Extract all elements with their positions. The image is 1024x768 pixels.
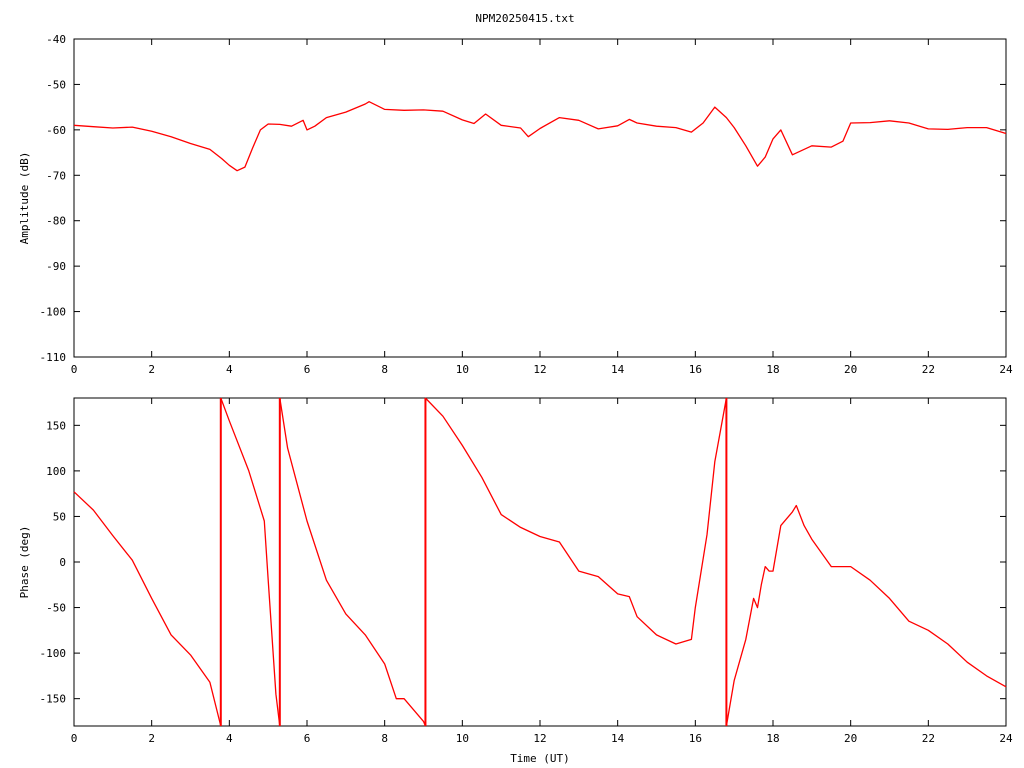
amplitude-ticks: 0 2 4 6 8 10 12 14 16 18 20 22 24-40-50-60-70-80-90-… <box>40 33 1013 376</box>
x-tick-label: 18 <box>766 363 779 376</box>
y-tick-label: -100 <box>40 306 67 319</box>
x-tick-label: 4 <box>226 732 233 745</box>
y-tick-label: 50 <box>53 510 66 523</box>
amplitude-trace <box>73 101 1007 172</box>
x-tick-label: 2 <box>148 732 155 745</box>
y-tick-label: -110 <box>40 351 67 364</box>
phase-trace-segment <box>279 397 427 727</box>
x-tick-label: 2 <box>148 363 155 376</box>
y-tick-label: -80 <box>46 215 66 228</box>
amplitude-frame <box>73 38 1007 358</box>
phase-trace-segment <box>220 397 281 727</box>
x-tick-label: 10 <box>456 363 469 376</box>
phase-wrap-lines <box>219 398 728 726</box>
y-tick-label: -90 <box>46 260 66 273</box>
x-tick-label: 20 <box>844 732 857 745</box>
x-tick-label: 6 <box>304 732 311 745</box>
y-tick-label: -50 <box>46 602 66 615</box>
phase-panel: 0 2 4 6 8 10 12 14 16 18 20 22 24150100500-50-100-15… <box>18 397 1013 765</box>
x-tick-label: 24 <box>999 363 1013 376</box>
x-tick-label: 10 <box>456 732 469 745</box>
x-tick-label: 8 <box>381 363 388 376</box>
x-tick-label: 14 <box>611 363 625 376</box>
y-tick-label: -100 <box>40 647 67 660</box>
x-tick-label: 20 <box>844 363 857 376</box>
x-tick-label: 0 <box>71 363 78 376</box>
x-tick-label: 22 <box>922 732 935 745</box>
plot-title: NPM20250415.txt <box>475 12 574 25</box>
time-x-axis-label: Time (UT) <box>510 752 570 765</box>
phase-ticks: 0 2 4 6 8 10 12 14 16 18 20 22 24150100500-50-100-15… <box>40 398 1013 745</box>
x-tick-label: 4 <box>226 363 233 376</box>
phase-y-axis-label: Phase (deg) <box>18 526 31 599</box>
y-tick-label: 150 <box>46 419 66 432</box>
x-tick-label: 24 <box>999 732 1013 745</box>
x-tick-label: 22 <box>922 363 935 376</box>
phase-frame <box>73 397 1007 727</box>
phase-trace-segment <box>73 491 222 727</box>
x-tick-label: 14 <box>611 732 625 745</box>
y-tick-label: -60 <box>46 124 66 137</box>
y-tick-label: -50 <box>46 78 66 91</box>
y-tick-label: -150 <box>40 693 67 706</box>
y-tick-label: -40 <box>46 33 66 46</box>
amplitude-y-axis-label: Amplitude (dB) <box>18 152 31 245</box>
x-tick-label: 0 <box>71 732 78 745</box>
x-tick-label: 16 <box>689 732 702 745</box>
y-tick-label: 0 <box>59 556 66 569</box>
x-tick-label: 12 <box>533 363 546 376</box>
x-tick-label: 6 <box>304 363 311 376</box>
x-tick-label: 8 <box>381 732 388 745</box>
y-tick-label: -70 <box>46 169 66 182</box>
phase-trace-segment <box>424 397 728 645</box>
amplitude-panel: 0 2 4 6 8 10 12 14 16 18 20 22 24-40-50-60-70-80-90-… <box>18 33 1013 376</box>
y-tick-label: 100 <box>46 465 66 478</box>
phase-trace-segment <box>725 504 1007 727</box>
x-tick-label: 18 <box>766 732 779 745</box>
x-tick-label: 12 <box>533 732 546 745</box>
x-tick-label: 16 <box>689 363 702 376</box>
phase-trace <box>73 397 1007 727</box>
